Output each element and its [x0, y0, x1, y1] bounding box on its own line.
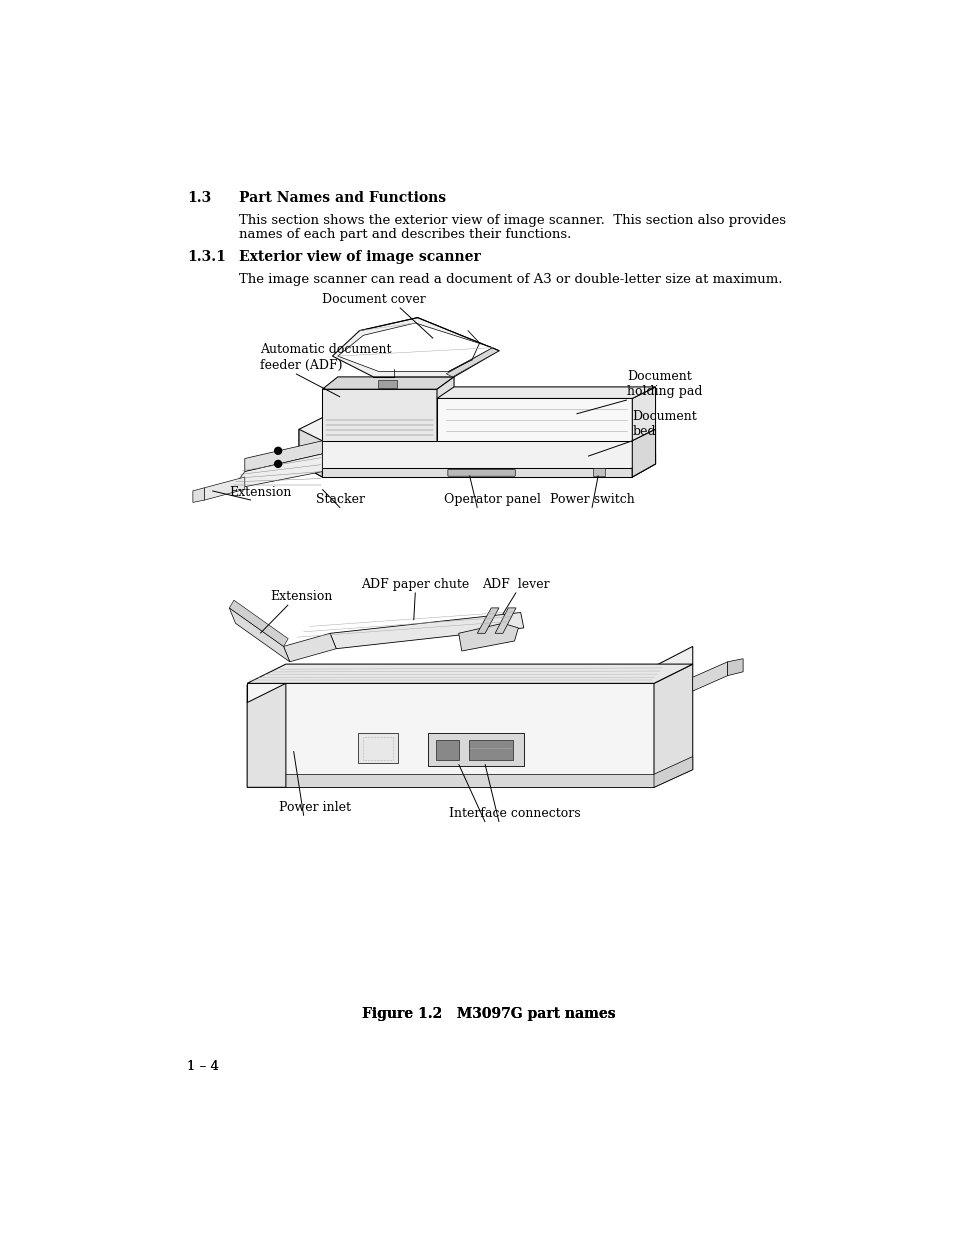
Polygon shape: [476, 608, 498, 634]
FancyBboxPatch shape: [427, 734, 523, 766]
Polygon shape: [322, 389, 436, 441]
Polygon shape: [446, 347, 498, 377]
Polygon shape: [298, 417, 655, 477]
Text: Document: Document: [632, 410, 697, 424]
Text: 1 – 4: 1 – 4: [187, 1060, 219, 1073]
FancyBboxPatch shape: [447, 469, 515, 477]
Polygon shape: [727, 658, 742, 676]
Text: Extension: Extension: [270, 589, 333, 603]
Text: This section shows the exterior view of image scanner.  This section also provid: This section shows the exterior view of …: [239, 214, 785, 227]
Polygon shape: [436, 387, 655, 399]
Polygon shape: [247, 683, 286, 787]
Text: Figure 1.2   M3097G part names: Figure 1.2 M3097G part names: [362, 1008, 615, 1021]
Text: 1.3: 1.3: [187, 191, 212, 205]
Text: bed: bed: [632, 426, 656, 438]
Text: 1 – 4: 1 – 4: [187, 1060, 219, 1073]
Polygon shape: [193, 488, 204, 503]
Text: Operator panel: Operator panel: [444, 493, 540, 506]
Text: Part Names and Functions: Part Names and Functions: [239, 191, 446, 205]
Text: Extension: Extension: [229, 485, 292, 499]
FancyBboxPatch shape: [357, 734, 397, 763]
Polygon shape: [330, 613, 523, 648]
Polygon shape: [204, 477, 245, 500]
FancyBboxPatch shape: [377, 380, 396, 388]
Polygon shape: [632, 430, 655, 477]
Polygon shape: [298, 430, 322, 477]
Polygon shape: [247, 683, 654, 787]
Polygon shape: [654, 757, 692, 787]
Polygon shape: [436, 399, 632, 441]
Text: ADF  lever: ADF lever: [481, 578, 549, 592]
Text: Power switch: Power switch: [549, 493, 634, 506]
Polygon shape: [247, 774, 654, 787]
Text: Document: Document: [626, 370, 691, 383]
Text: Figure 1.2   M3097G part names: Figure 1.2 M3097G part names: [362, 1008, 615, 1021]
Polygon shape: [229, 600, 288, 646]
Polygon shape: [245, 441, 322, 472]
FancyBboxPatch shape: [592, 468, 604, 477]
Text: Power inlet: Power inlet: [278, 802, 350, 814]
Polygon shape: [632, 454, 655, 477]
Text: The image scanner can read a document of A3 or double-letter size at maximum.: The image scanner can read a document of…: [239, 273, 782, 287]
Polygon shape: [283, 634, 335, 662]
Polygon shape: [337, 324, 493, 372]
Polygon shape: [436, 377, 454, 441]
Polygon shape: [229, 608, 290, 662]
Polygon shape: [322, 468, 632, 477]
FancyBboxPatch shape: [266, 732, 283, 752]
Text: holding pad: holding pad: [626, 385, 701, 399]
FancyBboxPatch shape: [436, 740, 459, 760]
Text: ADF paper chute: ADF paper chute: [361, 578, 469, 592]
Polygon shape: [247, 664, 692, 683]
Polygon shape: [654, 664, 692, 787]
Polygon shape: [332, 317, 498, 377]
FancyBboxPatch shape: [270, 736, 280, 750]
Text: Document cover: Document cover: [321, 293, 425, 306]
Text: feeder (ADF): feeder (ADF): [260, 358, 342, 372]
Polygon shape: [495, 608, 516, 634]
Polygon shape: [322, 377, 454, 389]
Polygon shape: [632, 387, 655, 441]
FancyBboxPatch shape: [468, 740, 513, 760]
Text: Exterior view of image scanner: Exterior view of image scanner: [239, 251, 480, 264]
Text: names of each part and describes their functions.: names of each part and describes their f…: [239, 228, 571, 241]
Text: Interface connectors: Interface connectors: [448, 808, 579, 820]
Text: Automatic document: Automatic document: [260, 343, 392, 356]
Polygon shape: [247, 646, 692, 703]
Text: 1.3.1: 1.3.1: [187, 251, 226, 264]
Circle shape: [274, 461, 281, 467]
Polygon shape: [458, 624, 517, 651]
Circle shape: [274, 447, 281, 454]
Text: Stacker: Stacker: [315, 493, 364, 506]
Polygon shape: [232, 454, 322, 489]
Polygon shape: [692, 662, 727, 692]
